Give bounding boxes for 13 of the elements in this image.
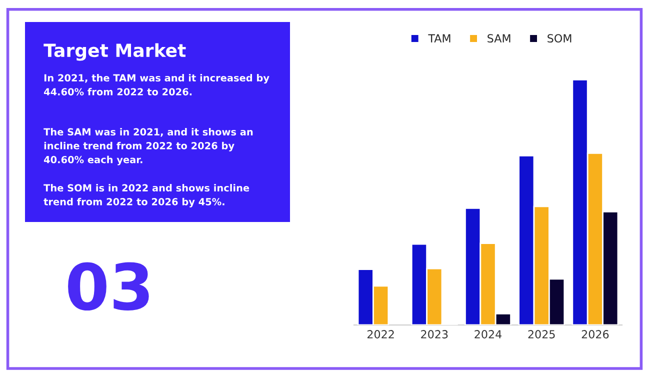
x-tick-label: 2023 — [421, 330, 448, 338]
x-tick-label: 2025 — [528, 330, 555, 338]
x-tick-label: 2022 — [367, 330, 394, 338]
text: Target Market — [44, 43, 186, 61]
x-tick-label: 2026 — [582, 330, 609, 338]
text: The SAM was in 2021, and it shows an incline trend from 2022 to 2026 by 40.60% each year. — [44, 128, 253, 166]
legend-label: TAM — [428, 34, 450, 42]
text: 03 — [68, 262, 149, 311]
x-tick-label: 2024 — [474, 330, 502, 338]
text: The SOM is in 2022 and shows incline trend from 2022 to 2026 by 45%. — [44, 184, 250, 208]
legend-label: SOM — [548, 34, 572, 43]
legend-label: SAM — [488, 34, 510, 43]
text: In 2021, the TAM was and it increased by 44.60% from 2022 to 2026. — [44, 74, 270, 96]
